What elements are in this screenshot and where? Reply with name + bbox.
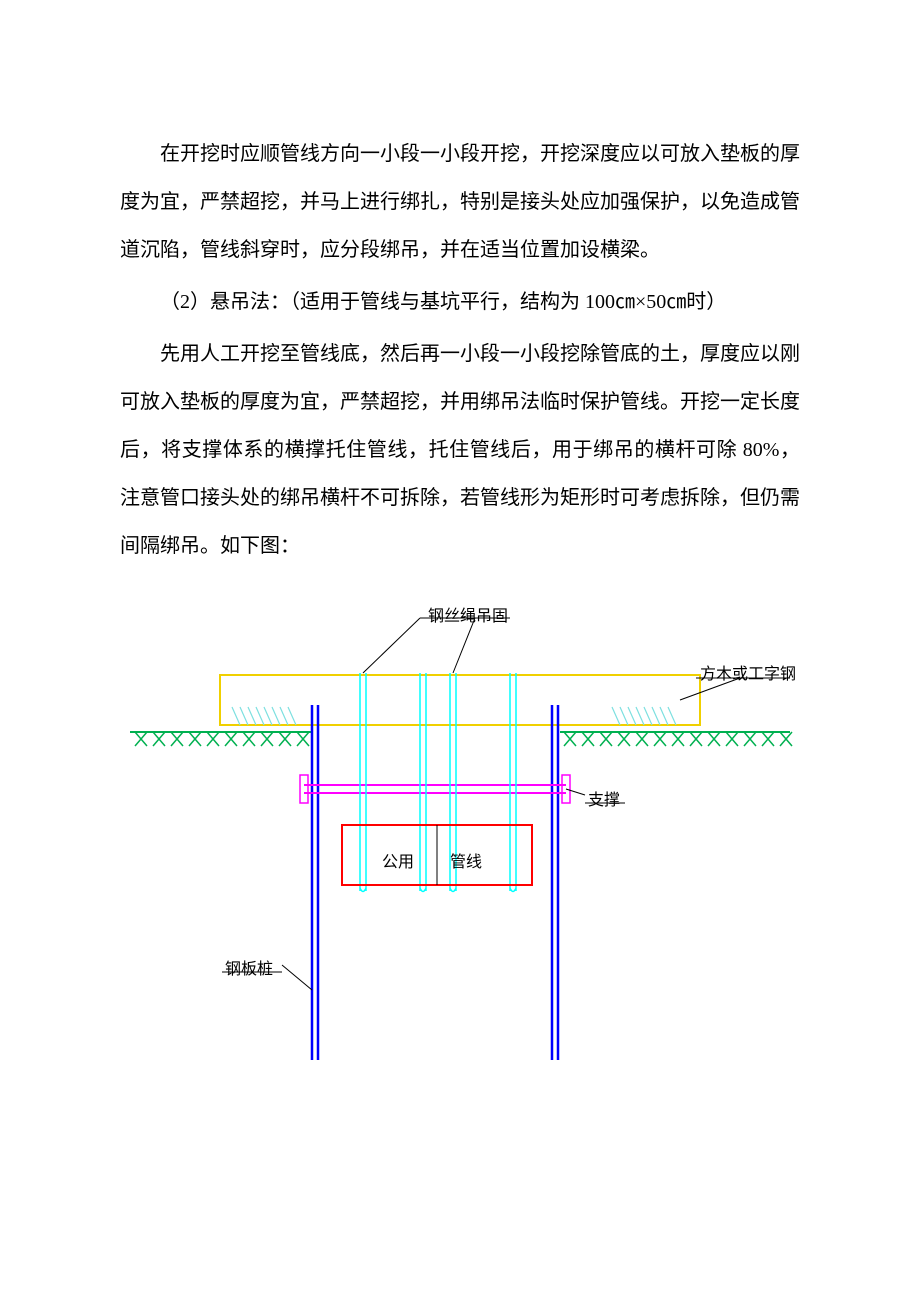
label-support: 支撑 [588, 786, 620, 810]
label-pile: 钢板桩 [225, 955, 273, 979]
label-center-left: 公用 [382, 848, 414, 872]
suspension-diagram: 钢丝绳吊固 方木或工字钢 支撑 公用 管线 钢板桩 [120, 600, 800, 1100]
label-center-right: 管线 [450, 848, 482, 872]
label-beam: 方木或工字钢 [700, 660, 796, 684]
paragraph-3: 先用人工开挖至管线底，然后再一小段一小段挖除管底的土，厚度应以刚可放入垫板的厚度… [120, 330, 800, 570]
paragraph-1: 在开挖时应顺管线方向一小段一小段开挖，开挖深度应以可放入垫板的厚度为宜，严禁超挖… [120, 130, 800, 274]
paragraph-2: （2）悬吊法：（适用于管线与基坑平行，结构为 100㎝×50㎝时） [120, 278, 800, 326]
label-rope: 钢丝绳吊固 [428, 602, 508, 626]
